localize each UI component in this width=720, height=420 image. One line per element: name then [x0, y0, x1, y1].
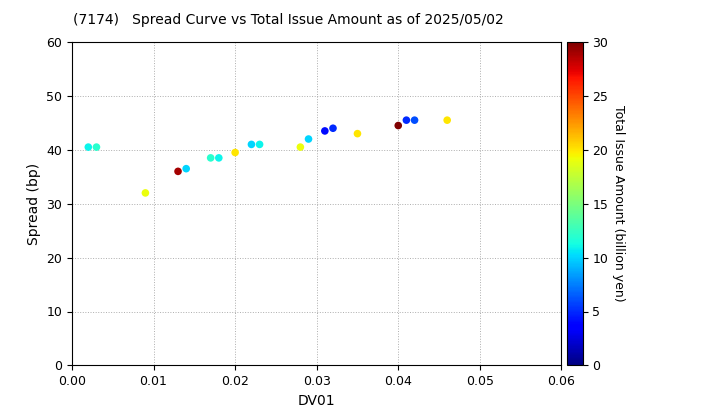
Text: (7174)   Spread Curve vs Total Issue Amount as of 2025/05/02: (7174) Spread Curve vs Total Issue Amoun…	[73, 13, 503, 26]
Point	[172, 168, 184, 175]
Point	[205, 155, 217, 161]
Point	[254, 141, 266, 148]
Y-axis label: Total Issue Amount (billion yen): Total Issue Amount (billion yen)	[612, 105, 625, 302]
Point	[83, 144, 94, 150]
Y-axis label: Spread (bp): Spread (bp)	[27, 163, 41, 245]
Point	[441, 117, 453, 123]
Point	[91, 144, 102, 150]
Point	[392, 122, 404, 129]
Point	[230, 149, 241, 156]
Point	[294, 144, 306, 150]
Point	[400, 117, 412, 123]
Point	[213, 155, 225, 161]
Point	[409, 117, 420, 123]
Point	[246, 141, 257, 148]
Point	[351, 130, 363, 137]
Point	[327, 125, 338, 131]
X-axis label: DV01: DV01	[298, 394, 336, 408]
Point	[303, 136, 315, 142]
Point	[181, 165, 192, 172]
Point	[140, 189, 151, 196]
Point	[319, 128, 330, 134]
